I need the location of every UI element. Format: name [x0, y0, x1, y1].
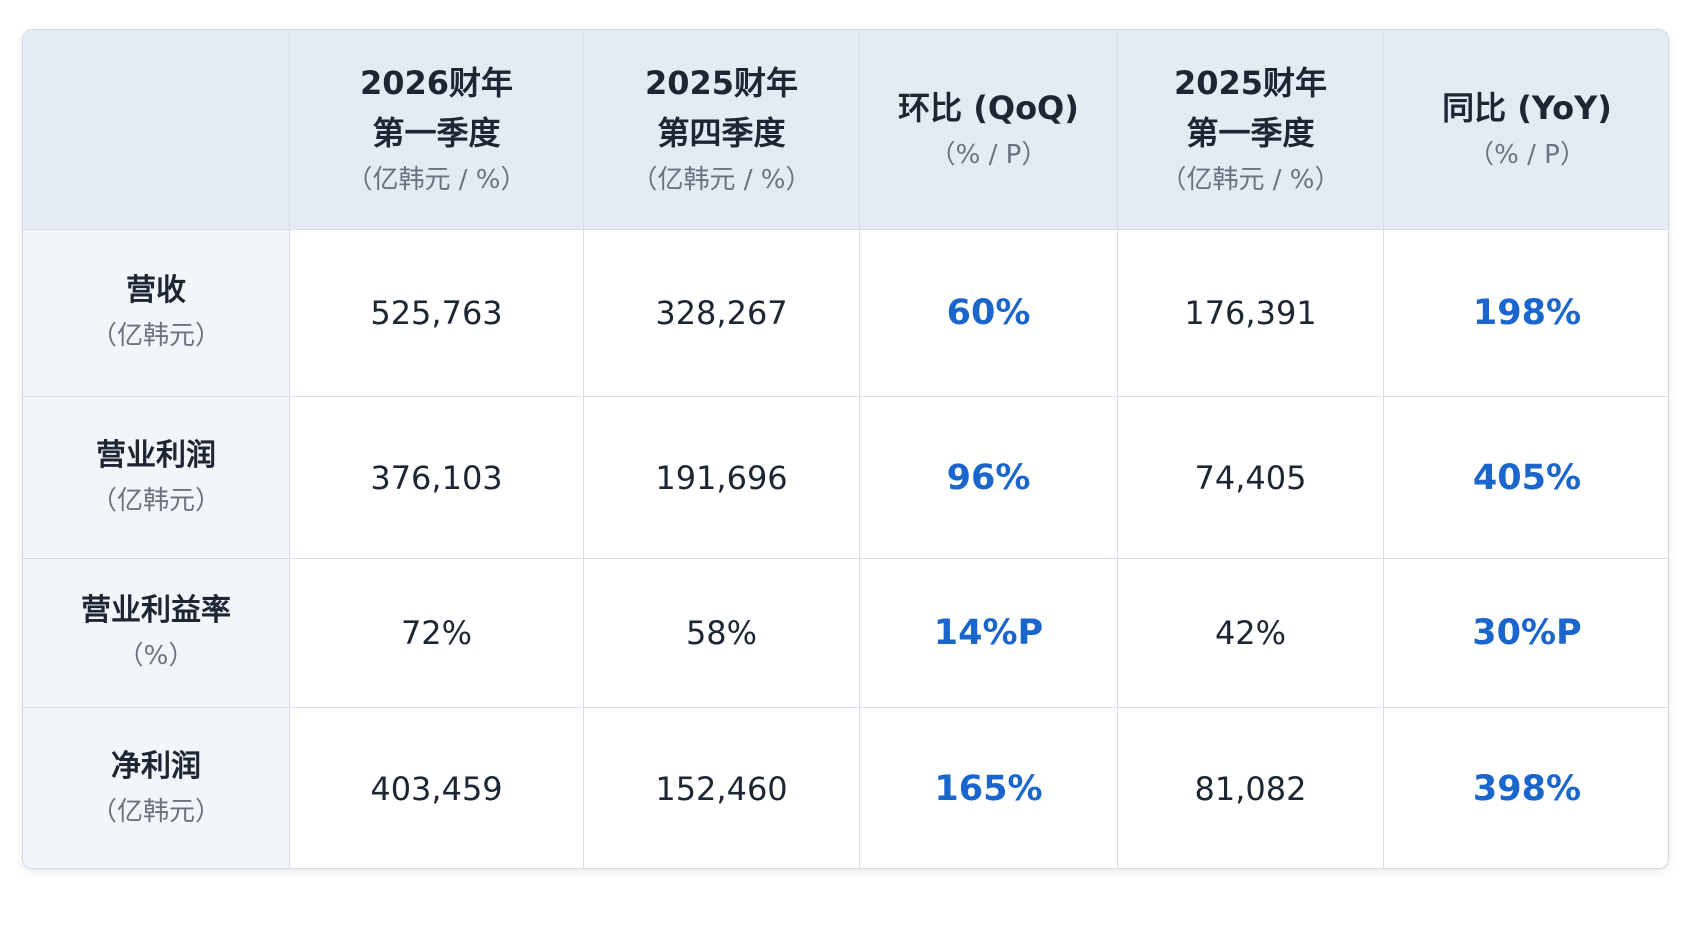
data-cell: 403,459 — [290, 708, 584, 868]
cell-value: 74,405 — [1194, 458, 1307, 497]
row-label-cell: 净利润 （亿韩元） — [23, 708, 290, 868]
cell-value: 328,267 — [655, 294, 788, 332]
header-cell: 2025财年 第一季度 （亿韩元 / %） — [1118, 30, 1384, 230]
header-line: 第一季度 — [372, 113, 501, 152]
header-corner — [23, 30, 290, 230]
cell-value: 165% — [934, 769, 1043, 809]
header-line: 第四季度 — [657, 113, 786, 152]
cell-value: 152,460 — [655, 770, 788, 808]
data-cell: 152,460 — [584, 708, 860, 868]
cell-value: 376,103 — [370, 458, 503, 497]
cell-value: 525,763 — [370, 294, 503, 332]
header-line: 环比 (QoQ) — [898, 88, 1079, 127]
data-cell: 81,082 — [1118, 708, 1384, 868]
row-label-cell: 营业利润 （亿韩元） — [23, 397, 290, 559]
header-unit: （亿韩元 / %） — [631, 164, 812, 195]
cell-value: 60% — [946, 293, 1031, 333]
cell-value: 96% — [946, 457, 1031, 498]
row-unit: （%） — [117, 641, 195, 671]
row-label: 营收 — [126, 273, 186, 308]
data-cell: 176,391 — [1118, 230, 1384, 397]
data-cell: 42% — [1118, 559, 1384, 708]
row-label: 营业利润 — [96, 437, 216, 473]
header-unit: （亿韩元 / %） — [346, 164, 527, 195]
data-cell: 398% — [1384, 708, 1668, 868]
data-cell: 525,763 — [290, 230, 584, 397]
data-cell: 165% — [860, 708, 1118, 868]
data-cell: 72% — [290, 559, 584, 708]
table: 2026财年 第一季度 （亿韩元 / %） 2025财年 第四季度 （亿韩元 / %） 环比… — [22, 29, 1669, 869]
header-line: 第一季度 — [1186, 113, 1315, 152]
cell-value: 198% — [1472, 293, 1582, 333]
data-cell: 191,696 — [584, 397, 860, 559]
header-line: 2026财年 — [359, 63, 514, 102]
row-label: 净利润 — [111, 749, 201, 784]
data-cell: 405% — [1384, 397, 1668, 559]
cell-value: 403,459 — [370, 770, 503, 808]
cell-value: 191,696 — [655, 458, 788, 497]
row-unit: （亿韩元） — [90, 321, 221, 351]
row-unit: （亿韩元） — [90, 797, 221, 827]
cell-value: 14%P — [933, 613, 1044, 653]
header-cell: 环比 (QoQ) （% / P） — [860, 30, 1118, 230]
header-unit: （% / P） — [1468, 139, 1586, 170]
cell-value: 398% — [1472, 769, 1582, 809]
row-label-cell: 营收 （亿韩元） — [23, 230, 290, 397]
cell-value: 58% — [685, 614, 758, 652]
data-cell: 14%P — [860, 559, 1118, 708]
header-line: 2025财年 — [644, 63, 799, 102]
header-cell: 2025财年 第四季度 （亿韩元 / %） — [584, 30, 860, 230]
header-cell: 2026财年 第一季度 （亿韩元 / %） — [290, 30, 584, 230]
cell-value: 81,082 — [1194, 770, 1307, 808]
row-label-cell: 营业利益率 （%） — [23, 559, 290, 708]
cell-value: 42% — [1214, 614, 1287, 652]
row-label: 营业利益率 — [81, 593, 231, 628]
header-unit: （亿韩元 / %） — [1160, 164, 1341, 195]
cell-value: 176,391 — [1184, 294, 1317, 332]
header-line: 2025财年 — [1173, 63, 1328, 102]
data-cell: 74,405 — [1118, 397, 1384, 559]
data-cell: 376,103 — [290, 397, 584, 559]
header-cell: 同比 (YoY) （% / P） — [1384, 30, 1668, 230]
data-cell: 96% — [860, 397, 1118, 559]
data-cell: 58% — [584, 559, 860, 708]
cell-value: 405% — [1472, 457, 1582, 498]
cell-value: 72% — [400, 614, 473, 652]
header-unit: （% / P） — [929, 139, 1048, 170]
data-cell: 30%P — [1384, 559, 1668, 708]
header-line: 同比 (YoY) — [1442, 88, 1612, 127]
data-cell: 60% — [860, 230, 1118, 397]
row-unit: （亿韩元） — [90, 485, 221, 516]
data-cell: 198% — [1384, 230, 1668, 397]
data-cell: 328,267 — [584, 230, 860, 397]
cell-value: 30%P — [1472, 613, 1582, 653]
